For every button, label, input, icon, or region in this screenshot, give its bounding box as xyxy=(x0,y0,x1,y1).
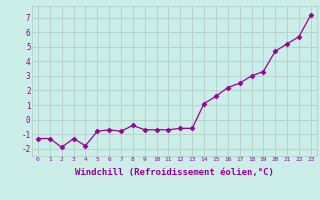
X-axis label: Windchill (Refroidissement éolien,°C): Windchill (Refroidissement éolien,°C) xyxy=(75,168,274,177)
